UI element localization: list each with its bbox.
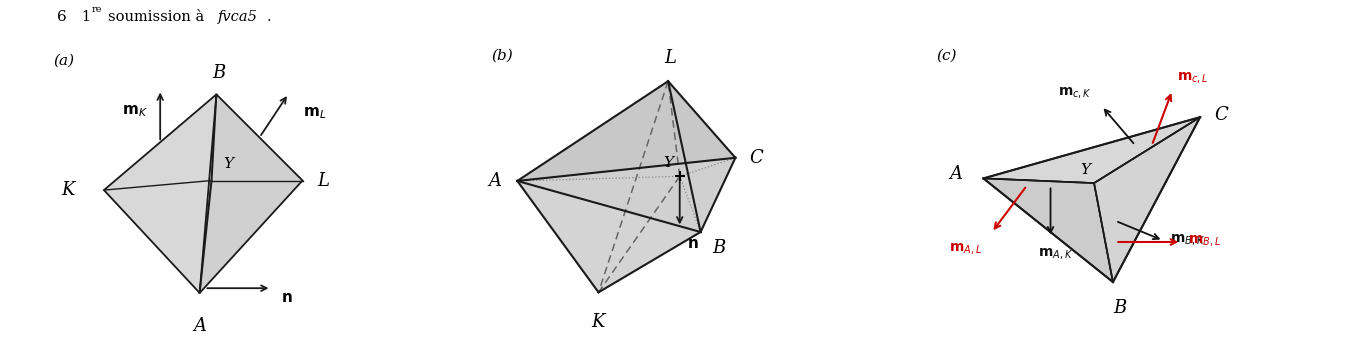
Text: $\mathbf{m}_{B,K}$: $\mathbf{m}_{B,K}$ (1171, 233, 1206, 248)
Text: A: A (950, 165, 962, 183)
Polygon shape (517, 158, 735, 232)
Text: Y: Y (1080, 163, 1090, 177)
Text: L: L (664, 49, 676, 67)
Text: (a): (a) (54, 54, 75, 68)
Text: A: A (488, 172, 501, 190)
Text: B: B (713, 239, 726, 257)
Text: soumission à: soumission à (108, 10, 209, 24)
Polygon shape (104, 94, 217, 293)
Polygon shape (517, 81, 735, 181)
Text: .: . (267, 10, 271, 24)
Polygon shape (983, 117, 1200, 183)
Text: K: K (591, 313, 605, 331)
Text: $\mathbf{m}_{c,L}$: $\mathbf{m}_{c,L}$ (1177, 71, 1208, 86)
Text: A: A (193, 317, 206, 335)
Text: (c): (c) (936, 49, 956, 63)
Text: $\mathbf{m}_{B,L}$: $\mathbf{m}_{B,L}$ (1188, 235, 1222, 250)
Polygon shape (517, 81, 700, 232)
Text: 6: 6 (57, 10, 66, 24)
Text: C: C (1214, 106, 1228, 124)
Text: re: re (92, 5, 102, 14)
Text: (b): (b) (492, 49, 513, 63)
Polygon shape (1094, 117, 1200, 282)
Text: 1: 1 (81, 10, 90, 24)
Text: $\mathbf{n}$: $\mathbf{n}$ (282, 291, 292, 305)
Text: $\mathbf{m}_L$: $\mathbf{m}_L$ (303, 106, 326, 121)
Text: Y: Y (224, 157, 234, 171)
Text: C: C (749, 149, 762, 167)
Text: Y: Y (664, 156, 674, 170)
Polygon shape (983, 179, 1113, 282)
Text: L: L (317, 172, 329, 190)
Text: K: K (62, 181, 75, 199)
Polygon shape (517, 181, 700, 292)
Text: B: B (213, 64, 225, 82)
Text: $\mathbf{m}_{A,K}$: $\mathbf{m}_{A,K}$ (1037, 247, 1072, 262)
Text: B: B (1114, 299, 1126, 317)
Text: $\mathbf{n}$: $\mathbf{n}$ (687, 237, 698, 251)
Text: $\mathbf{m}_K$: $\mathbf{m}_K$ (123, 103, 148, 119)
Text: $\mathbf{m}_{A,L}$: $\mathbf{m}_{A,L}$ (950, 242, 982, 257)
Text: fvca5: fvca5 (218, 10, 259, 24)
Polygon shape (199, 94, 303, 293)
Text: $\mathbf{m}_{c,K}$: $\mathbf{m}_{c,K}$ (1059, 86, 1092, 101)
